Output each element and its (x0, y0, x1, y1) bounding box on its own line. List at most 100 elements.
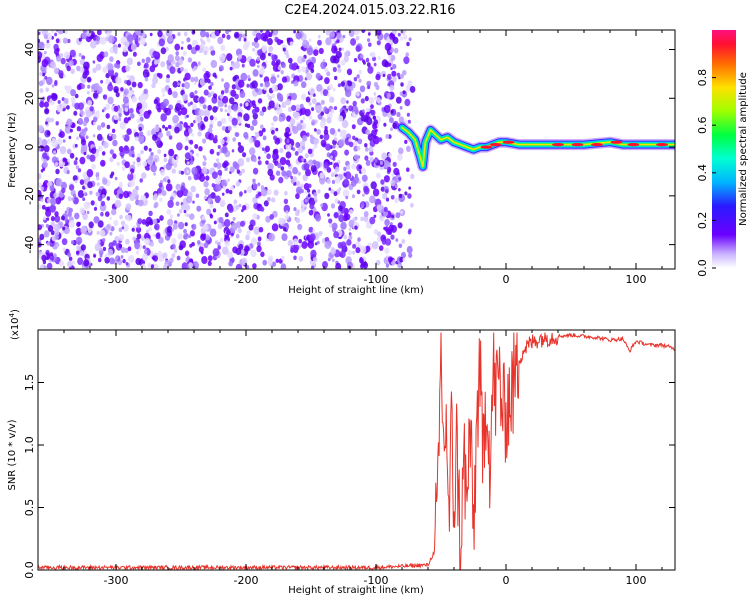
noise-speck (210, 59, 218, 69)
noise-speck (122, 96, 129, 104)
noise-speck (320, 203, 324, 208)
noise-speck (134, 240, 138, 245)
noise-speck (209, 45, 214, 52)
noise-speck (218, 216, 224, 224)
noise-speck (267, 197, 271, 202)
noise-speck (301, 145, 306, 150)
noise-speck (277, 162, 282, 169)
noise-speck (234, 132, 239, 137)
y-tick-label: 0.5 (23, 499, 36, 517)
noise-speck (368, 97, 375, 105)
noise-speck (255, 132, 260, 138)
noise-speck (297, 68, 301, 73)
noise-speck (96, 54, 104, 62)
noise-speck (127, 34, 134, 43)
noise-speck (129, 87, 133, 91)
colorbar-tick-label: 0.4 (696, 164, 709, 182)
noise-speck (45, 121, 48, 125)
noise-speck (42, 259, 47, 265)
noise-speck (307, 61, 315, 71)
colorbar-label: Normalized spectral amplitude (738, 72, 749, 226)
noise-speck (71, 260, 75, 265)
noise-speck (271, 84, 278, 92)
colorbar-tick-label: 0.0 (696, 259, 709, 277)
noise-speck (119, 184, 123, 189)
noise-speck (300, 183, 304, 188)
noise-speck (62, 226, 66, 231)
noise-speck (389, 117, 394, 124)
noise-speck (152, 255, 158, 262)
noise-speck (96, 133, 103, 141)
noise-speck (78, 37, 82, 42)
noise-speck (240, 72, 248, 82)
noise-speck (289, 118, 296, 126)
noise-speck (83, 151, 87, 156)
x-tick-label: 100 (626, 273, 647, 286)
noise-speck (43, 101, 50, 108)
noise-speck (186, 37, 191, 43)
noise-speck (373, 81, 379, 88)
noise-speck (353, 77, 358, 82)
noise-speck (63, 73, 67, 78)
noise-speck (102, 238, 106, 243)
noise-speck (199, 78, 206, 86)
noise-speck (363, 187, 370, 195)
noise-speck (174, 126, 180, 134)
noise-speck (41, 139, 48, 147)
noise-speck (324, 67, 329, 73)
noise-speck (257, 160, 262, 166)
noise-speck (188, 262, 193, 268)
noise-speck (38, 173, 42, 180)
noise-speck (283, 227, 287, 232)
noise-speck (244, 123, 248, 128)
noise-speck (368, 42, 372, 47)
noise-speck (345, 89, 352, 98)
noise-speck (209, 119, 214, 126)
noise-speck (201, 216, 206, 221)
noise-speck (346, 239, 352, 246)
noise-speck (246, 230, 251, 236)
noise-speck (164, 126, 168, 131)
noise-speck (43, 265, 47, 269)
noise-speck (271, 122, 275, 127)
noise-speck (80, 138, 87, 146)
noise-speck (295, 180, 301, 187)
noise-speck (243, 38, 247, 42)
noise-speck (266, 189, 272, 196)
noise-speck (369, 195, 376, 204)
noise-speck (148, 226, 152, 232)
noise-speck (242, 205, 247, 211)
noise-speck (203, 242, 209, 249)
noise-speck (243, 113, 250, 122)
noise-speck (203, 72, 210, 81)
noise-speck (359, 85, 366, 93)
noise-speck (217, 169, 223, 176)
noise-speck (132, 161, 136, 165)
noise-speck (268, 100, 275, 109)
noise-speck (86, 210, 90, 215)
noise-speck (59, 260, 64, 267)
noise-speck (82, 213, 88, 221)
noise-speck (312, 256, 318, 263)
noise-speck (208, 85, 212, 90)
noise-speck (118, 146, 124, 152)
noise-speck (84, 192, 88, 197)
noise-speck (167, 124, 172, 130)
noise-speck (329, 96, 335, 103)
noise-speck (291, 63, 297, 71)
x-tick-label: -300 (104, 574, 129, 587)
noise-speck (408, 252, 413, 258)
noise-speck (340, 97, 347, 105)
noise-speck (358, 78, 362, 83)
signal-peak (502, 140, 515, 144)
noise-speck (181, 83, 185, 88)
noise-speck (365, 245, 371, 253)
noise-speck (170, 30, 173, 34)
noise-speck (376, 204, 382, 211)
noise-speck (387, 166, 392, 173)
noise-speck (79, 179, 85, 186)
noise-speck (324, 192, 330, 200)
noise-speck (333, 55, 340, 64)
noise-speck (169, 257, 174, 263)
noise-speck (189, 139, 194, 145)
